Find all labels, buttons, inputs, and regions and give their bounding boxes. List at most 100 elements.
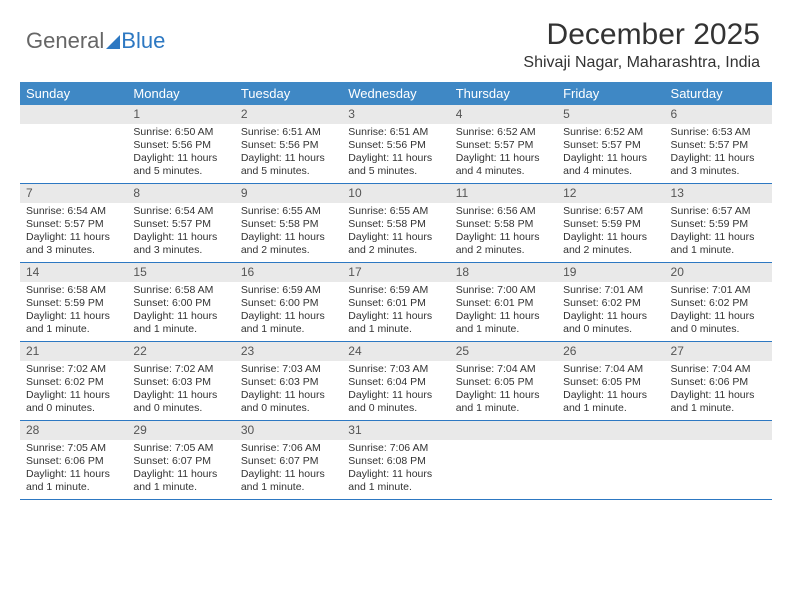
day-cell <box>665 421 772 499</box>
day-number: 20 <box>665 263 772 282</box>
day-number: 28 <box>20 421 127 440</box>
day-number: 11 <box>450 184 557 203</box>
week-row: 28Sunrise: 7:05 AMSunset: 6:06 PMDayligh… <box>20 421 772 500</box>
sunrise-text: Sunrise: 6:50 AM <box>133 126 228 139</box>
sunset-text: Sunset: 5:56 PM <box>348 139 443 152</box>
sunrise-text: Sunrise: 6:52 AM <box>456 126 551 139</box>
day-number: 14 <box>20 263 127 282</box>
day-number-empty <box>665 421 772 440</box>
sunset-text: Sunset: 5:57 PM <box>456 139 551 152</box>
sunrise-text: Sunrise: 6:57 AM <box>671 205 766 218</box>
daylight-text: Daylight: 11 hours and 2 minutes. <box>348 231 443 257</box>
week-row: 21Sunrise: 7:02 AMSunset: 6:02 PMDayligh… <box>20 342 772 421</box>
day-info: Sunrise: 6:58 AMSunset: 5:59 PMDaylight:… <box>20 282 127 341</box>
daylight-text: Daylight: 11 hours and 0 minutes. <box>133 389 228 415</box>
day-cell: 30Sunrise: 7:06 AMSunset: 6:07 PMDayligh… <box>235 421 342 499</box>
day-info: Sunrise: 6:59 AMSunset: 6:01 PMDaylight:… <box>342 282 449 341</box>
week-row: 1Sunrise: 6:50 AMSunset: 5:56 PMDaylight… <box>20 105 772 184</box>
sunrise-text: Sunrise: 6:58 AM <box>133 284 228 297</box>
day-info: Sunrise: 6:57 AMSunset: 5:59 PMDaylight:… <box>557 203 664 262</box>
sunset-text: Sunset: 5:59 PM <box>26 297 121 310</box>
day-info: Sunrise: 7:05 AMSunset: 6:07 PMDaylight:… <box>127 440 234 499</box>
sunset-text: Sunset: 5:57 PM <box>26 218 121 231</box>
sunrise-text: Sunrise: 7:03 AM <box>241 363 336 376</box>
day-cell: 20Sunrise: 7:01 AMSunset: 6:02 PMDayligh… <box>665 263 772 341</box>
daylight-text: Daylight: 11 hours and 2 minutes. <box>563 231 658 257</box>
day-cell <box>450 421 557 499</box>
day-cell: 23Sunrise: 7:03 AMSunset: 6:03 PMDayligh… <box>235 342 342 420</box>
day-header: Friday <box>557 82 664 105</box>
day-number: 2 <box>235 105 342 124</box>
sunset-text: Sunset: 5:56 PM <box>241 139 336 152</box>
day-cell: 27Sunrise: 7:04 AMSunset: 6:06 PMDayligh… <box>665 342 772 420</box>
day-info: Sunrise: 7:04 AMSunset: 6:05 PMDaylight:… <box>557 361 664 420</box>
day-number-empty <box>450 421 557 440</box>
day-cell <box>557 421 664 499</box>
day-info: Sunrise: 7:02 AMSunset: 6:02 PMDaylight:… <box>20 361 127 420</box>
day-cell: 10Sunrise: 6:55 AMSunset: 5:58 PMDayligh… <box>342 184 449 262</box>
sunrise-text: Sunrise: 7:04 AM <box>563 363 658 376</box>
day-number-empty <box>20 105 127 124</box>
day-cell: 25Sunrise: 7:04 AMSunset: 6:05 PMDayligh… <box>450 342 557 420</box>
daylight-text: Daylight: 11 hours and 1 minute. <box>671 231 766 257</box>
sunrise-text: Sunrise: 7:06 AM <box>241 442 336 455</box>
day-info: Sunrise: 6:58 AMSunset: 6:00 PMDaylight:… <box>127 282 234 341</box>
daylight-text: Daylight: 11 hours and 4 minutes. <box>563 152 658 178</box>
sunset-text: Sunset: 5:57 PM <box>133 218 228 231</box>
day-number: 27 <box>665 342 772 361</box>
day-header: Monday <box>127 82 234 105</box>
daylight-text: Daylight: 11 hours and 1 minute. <box>133 468 228 494</box>
day-number: 12 <box>557 184 664 203</box>
sunrise-text: Sunrise: 7:01 AM <box>671 284 766 297</box>
day-header: Tuesday <box>235 82 342 105</box>
sunset-text: Sunset: 6:00 PM <box>133 297 228 310</box>
day-number: 22 <box>127 342 234 361</box>
day-number: 18 <box>450 263 557 282</box>
daylight-text: Daylight: 11 hours and 1 minute. <box>26 468 121 494</box>
day-cell: 18Sunrise: 7:00 AMSunset: 6:01 PMDayligh… <box>450 263 557 341</box>
day-cell: 24Sunrise: 7:03 AMSunset: 6:04 PMDayligh… <box>342 342 449 420</box>
daylight-text: Daylight: 11 hours and 3 minutes. <box>671 152 766 178</box>
sunrise-text: Sunrise: 7:05 AM <box>26 442 121 455</box>
day-number: 19 <box>557 263 664 282</box>
day-number: 6 <box>665 105 772 124</box>
daylight-text: Daylight: 11 hours and 0 minutes. <box>26 389 121 415</box>
daylight-text: Daylight: 11 hours and 2 minutes. <box>456 231 551 257</box>
logo-triangle-icon <box>106 35 120 49</box>
day-cell: 19Sunrise: 7:01 AMSunset: 6:02 PMDayligh… <box>557 263 664 341</box>
day-info: Sunrise: 6:50 AMSunset: 5:56 PMDaylight:… <box>127 124 234 183</box>
day-cell: 13Sunrise: 6:57 AMSunset: 5:59 PMDayligh… <box>665 184 772 262</box>
daylight-text: Daylight: 11 hours and 1 minute. <box>456 310 551 336</box>
daylight-text: Daylight: 11 hours and 5 minutes. <box>348 152 443 178</box>
sunset-text: Sunset: 6:01 PM <box>348 297 443 310</box>
logo-word1: General <box>26 28 104 54</box>
location-subtitle: Shivaji Nagar, Maharashtra, India <box>20 54 760 72</box>
sunset-text: Sunset: 5:58 PM <box>456 218 551 231</box>
sunrise-text: Sunrise: 7:02 AM <box>133 363 228 376</box>
day-number: 26 <box>557 342 664 361</box>
daylight-text: Daylight: 11 hours and 1 minute. <box>26 310 121 336</box>
daylight-text: Daylight: 11 hours and 1 minute. <box>348 468 443 494</box>
daylight-text: Daylight: 11 hours and 1 minute. <box>241 468 336 494</box>
sunrise-text: Sunrise: 7:03 AM <box>348 363 443 376</box>
day-cell: 3Sunrise: 6:51 AMSunset: 5:56 PMDaylight… <box>342 105 449 183</box>
day-info: Sunrise: 6:54 AMSunset: 5:57 PMDaylight:… <box>127 203 234 262</box>
daylight-text: Daylight: 11 hours and 1 minute. <box>133 310 228 336</box>
sunrise-text: Sunrise: 7:01 AM <box>563 284 658 297</box>
day-info: Sunrise: 7:04 AMSunset: 6:06 PMDaylight:… <box>665 361 772 420</box>
sunrise-text: Sunrise: 6:51 AM <box>241 126 336 139</box>
day-cell: 22Sunrise: 7:02 AMSunset: 6:03 PMDayligh… <box>127 342 234 420</box>
day-number: 31 <box>342 421 449 440</box>
day-info: Sunrise: 6:57 AMSunset: 5:59 PMDaylight:… <box>665 203 772 262</box>
weeks-container: 1Sunrise: 6:50 AMSunset: 5:56 PMDaylight… <box>20 105 772 500</box>
sunrise-text: Sunrise: 7:00 AM <box>456 284 551 297</box>
daylight-text: Daylight: 11 hours and 1 minute. <box>563 389 658 415</box>
sunset-text: Sunset: 6:05 PM <box>563 376 658 389</box>
day-number: 25 <box>450 342 557 361</box>
sunrise-text: Sunrise: 6:57 AM <box>563 205 658 218</box>
day-number: 10 <box>342 184 449 203</box>
day-header: Sunday <box>20 82 127 105</box>
sunset-text: Sunset: 6:02 PM <box>671 297 766 310</box>
day-cell: 17Sunrise: 6:59 AMSunset: 6:01 PMDayligh… <box>342 263 449 341</box>
sunset-text: Sunset: 6:02 PM <box>563 297 658 310</box>
